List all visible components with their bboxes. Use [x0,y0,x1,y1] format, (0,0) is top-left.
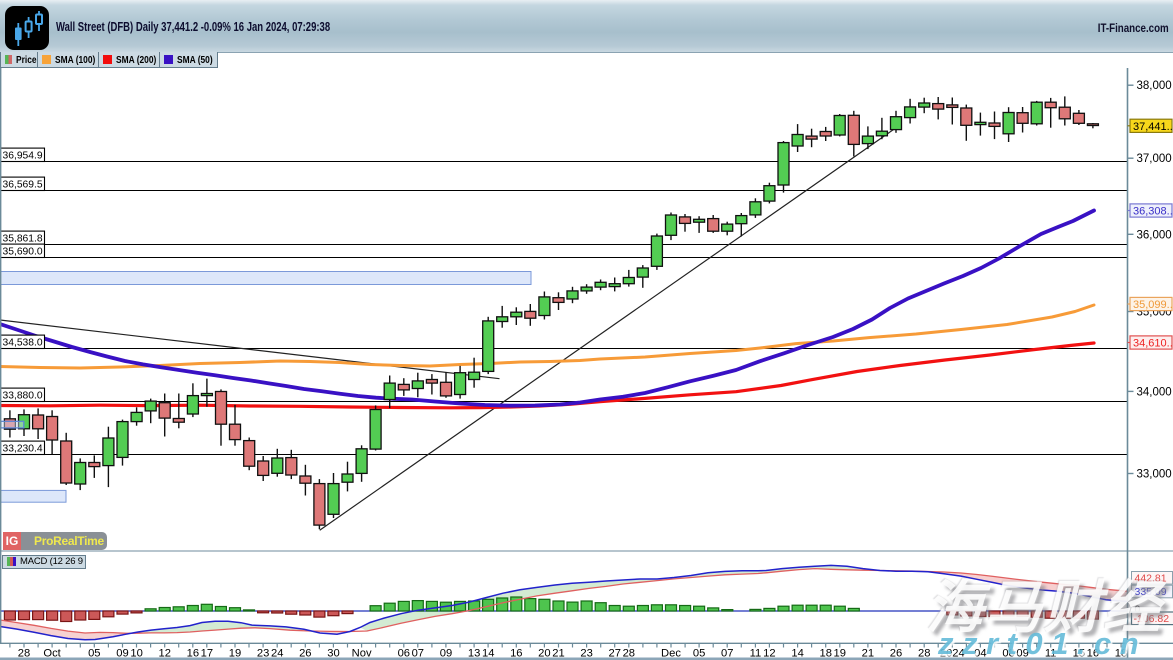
svg-text:28: 28 [18,648,30,660]
svg-text:34,610..: 34,610.. [1133,338,1173,350]
svg-text:37,000: 37,000 [1137,153,1172,165]
svg-text:26: 26 [299,648,311,660]
svg-text:30: 30 [327,648,339,660]
svg-text:36,000: 36,000 [1137,229,1172,241]
svg-text:18: 18 [1115,648,1127,660]
svg-text:19: 19 [833,648,845,660]
svg-text:33,230.4: 33,230.4 [3,443,43,454]
svg-text:442.81: 442.81 [1135,573,1167,585]
svg-text:17: 17 [201,648,213,660]
svg-text:28: 28 [623,648,635,660]
svg-text:37,441..: 37,441.. [1133,121,1173,133]
svg-text:20: 20 [538,648,550,660]
svg-text:08: 08 [1002,648,1014,660]
svg-text:18: 18 [819,648,831,660]
svg-text:04: 04 [974,648,986,660]
svg-text:33,000: 33,000 [1137,469,1172,481]
svg-text:Oct: Oct [43,648,61,660]
svg-text:0: 0 [1135,604,1141,616]
svg-text:16: 16 [1087,648,1099,660]
svg-text:23: 23 [580,648,592,660]
svg-text:10: 10 [130,648,142,660]
svg-text:09: 09 [116,648,128,660]
svg-text:16: 16 [510,648,522,660]
svg-text:07: 07 [721,648,733,660]
svg-text:09: 09 [440,648,452,660]
svg-text:21: 21 [552,648,564,660]
svg-text:23: 23 [257,648,269,660]
svg-text:11: 11 [1045,648,1057,660]
svg-text:28: 28 [918,648,930,660]
svg-text:27: 27 [608,648,620,660]
svg-text:-106.82: -106.82 [1134,613,1170,625]
svg-text:26: 26 [890,648,902,660]
svg-text:12: 12 [763,648,775,660]
svg-text:12: 12 [158,648,170,660]
svg-text:19: 19 [229,648,241,660]
svg-text:35,861.8: 35,861.8 [3,233,43,244]
svg-text:33,880.0: 33,880.0 [3,390,43,401]
svg-text:Nov: Nov [352,648,372,660]
svg-text:14: 14 [482,648,494,660]
svg-text:11: 11 [750,648,762,660]
svg-text:24: 24 [271,648,283,660]
svg-text:05: 05 [88,648,100,660]
svg-text:34,538.0: 34,538.0 [3,337,43,348]
svg-text:14: 14 [791,648,803,660]
svg-text:35,690.0: 35,690.0 [3,246,43,257]
svg-text:36,308..: 36,308.. [1133,206,1173,218]
svg-text:36,954.9: 36,954.9 [3,150,43,161]
svg-text:21: 21 [862,648,874,660]
svg-text:35,099..: 35,099.. [1133,299,1173,311]
svg-text:09: 09 [1016,648,1028,660]
svg-text:07: 07 [412,648,424,660]
svg-text:16: 16 [187,648,199,660]
svg-text:Dec: Dec [661,648,681,660]
svg-text:34,000: 34,000 [1137,386,1172,398]
svg-text:13: 13 [468,648,480,660]
svg-text:38,000: 38,000 [1137,80,1172,92]
svg-text:2024: 2024 [940,648,965,660]
svg-text:36,569.5: 36,569.5 [3,179,43,190]
svg-text:05: 05 [693,648,705,660]
svg-text:335.09: 335.09 [1135,586,1167,598]
svg-text:15: 15 [1073,648,1085,660]
svg-text:06: 06 [398,648,410,660]
